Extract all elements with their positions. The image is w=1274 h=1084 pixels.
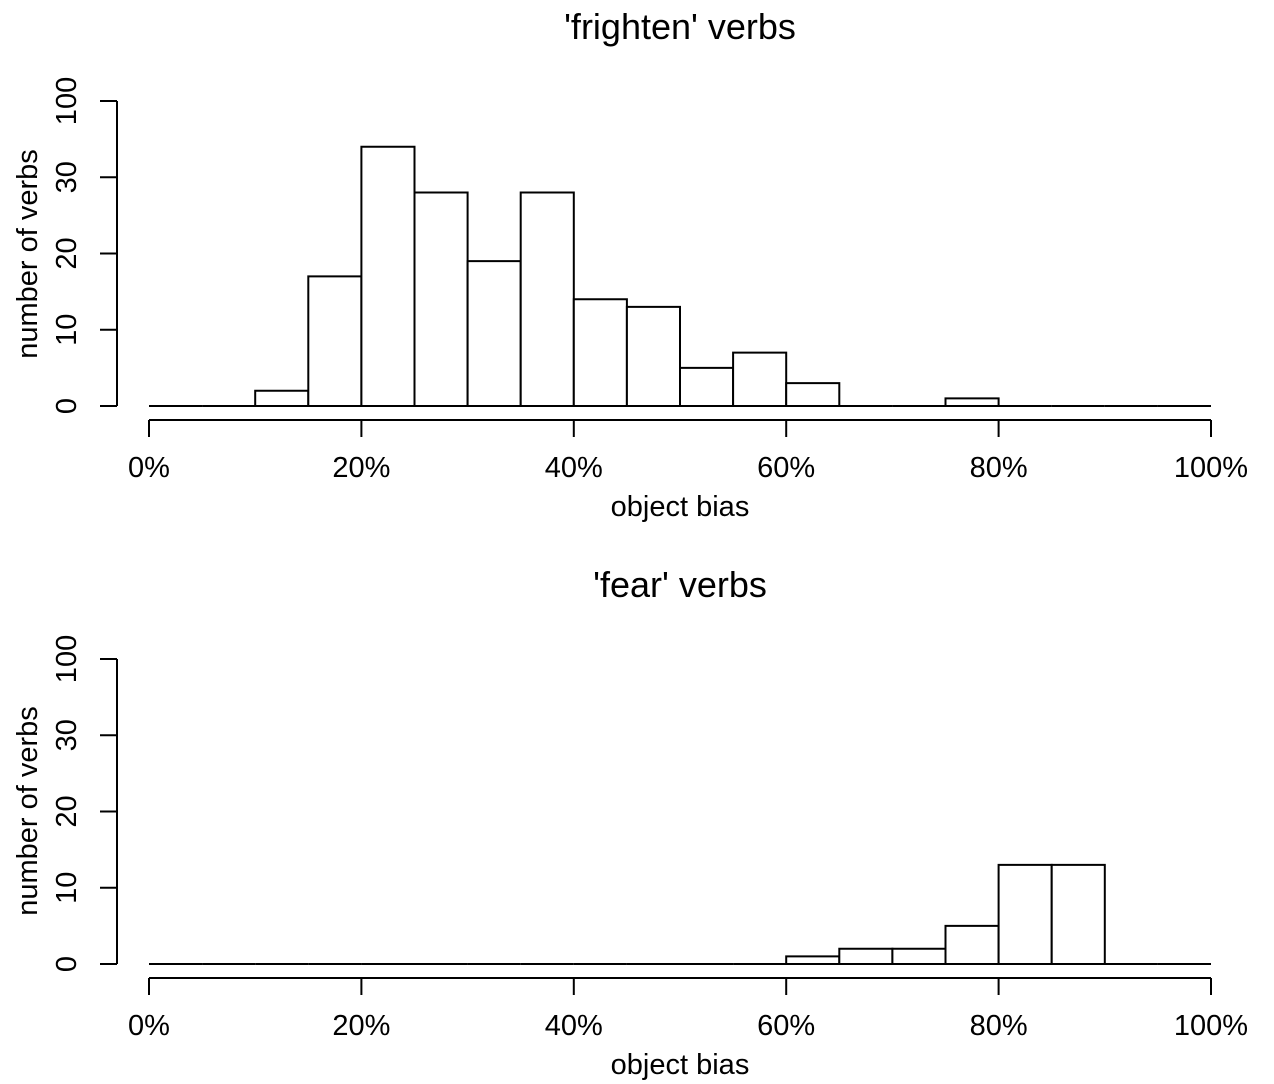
frighten-bar xyxy=(679,366,735,407)
frighten-chart-title: 'frighten' verbs xyxy=(564,6,796,47)
frighten-x-tick-label: 40% xyxy=(545,452,603,484)
frighten-x-tick-label: 60% xyxy=(757,452,815,484)
frighten-y-tick-label: 100 xyxy=(51,77,83,125)
fear-bar xyxy=(997,863,1053,965)
fear-y-tick-label: 0 xyxy=(51,956,83,972)
fear-y-tick-label: 10 xyxy=(51,872,83,904)
frighten-bar xyxy=(413,191,469,407)
fear-bar xyxy=(944,924,1000,965)
fear-bar xyxy=(838,947,894,965)
frighten-y-tick-label: 20 xyxy=(51,237,83,269)
fear-x-tick-label: 100% xyxy=(1174,1010,1248,1042)
frighten-x-tick-label: 0% xyxy=(128,452,170,484)
frighten-x-tick-label: 20% xyxy=(332,452,390,484)
frighten-panel: 'frighten' verbs object bias number of v… xyxy=(12,6,1248,523)
fear-panel: 'fear' verbs object bias number of verbs… xyxy=(12,564,1248,1081)
frighten-bar xyxy=(732,351,788,407)
frighten-y-axis: 0 10 20 30 100 xyxy=(51,77,118,414)
fear-bar xyxy=(785,955,841,965)
fear-x-tick-label: 40% xyxy=(545,1010,603,1042)
fear-x-axis-label: object bias xyxy=(611,1049,750,1081)
frighten-x-tick-label: 100% xyxy=(1174,452,1248,484)
frighten-y-tick-label: 30 xyxy=(51,161,83,193)
frighten-x-tick-label: 80% xyxy=(970,452,1028,484)
fear-x-tick-label: 60% xyxy=(757,1010,815,1042)
fear-y-tick-label: 100 xyxy=(51,635,83,683)
frighten-bar xyxy=(785,382,841,407)
frighten-y-axis-label: number of verbs xyxy=(12,149,44,359)
frighten-bar xyxy=(625,305,682,407)
frighten-bar xyxy=(360,145,416,407)
frighten-bar xyxy=(572,298,628,407)
fear-x-tick-label: 20% xyxy=(332,1010,390,1042)
frighten-bar xyxy=(944,397,1000,407)
frighten-y-tick-label: 10 xyxy=(51,314,83,346)
fear-x-axis: 0% 20% 40% 60% 80% 100% xyxy=(128,977,1248,1042)
fear-bars xyxy=(149,863,1211,965)
frighten-bar xyxy=(307,275,363,407)
fear-y-axis: 0 10 20 30 100 xyxy=(51,635,118,972)
fear-y-axis-label: number of verbs xyxy=(12,706,44,916)
fear-y-tick-label: 30 xyxy=(51,719,83,751)
fear-x-tick-label: 80% xyxy=(970,1010,1028,1042)
fear-chart-title: 'fear' verbs xyxy=(593,564,767,605)
fear-y-tick-label: 20 xyxy=(51,795,83,827)
frighten-bar xyxy=(519,191,575,407)
frighten-x-axis-label: object bias xyxy=(611,491,750,523)
frighten-bar xyxy=(466,260,522,407)
fear-x-tick-label: 0% xyxy=(128,1010,170,1042)
frighten-bars xyxy=(149,145,1211,407)
fear-bar xyxy=(891,947,947,965)
frighten-x-axis: 0% 20% 40% 60% 80% 100% xyxy=(128,419,1248,484)
frighten-y-tick-label: 0 xyxy=(51,398,83,414)
fear-bar xyxy=(1050,863,1106,965)
frighten-bar xyxy=(254,389,310,407)
